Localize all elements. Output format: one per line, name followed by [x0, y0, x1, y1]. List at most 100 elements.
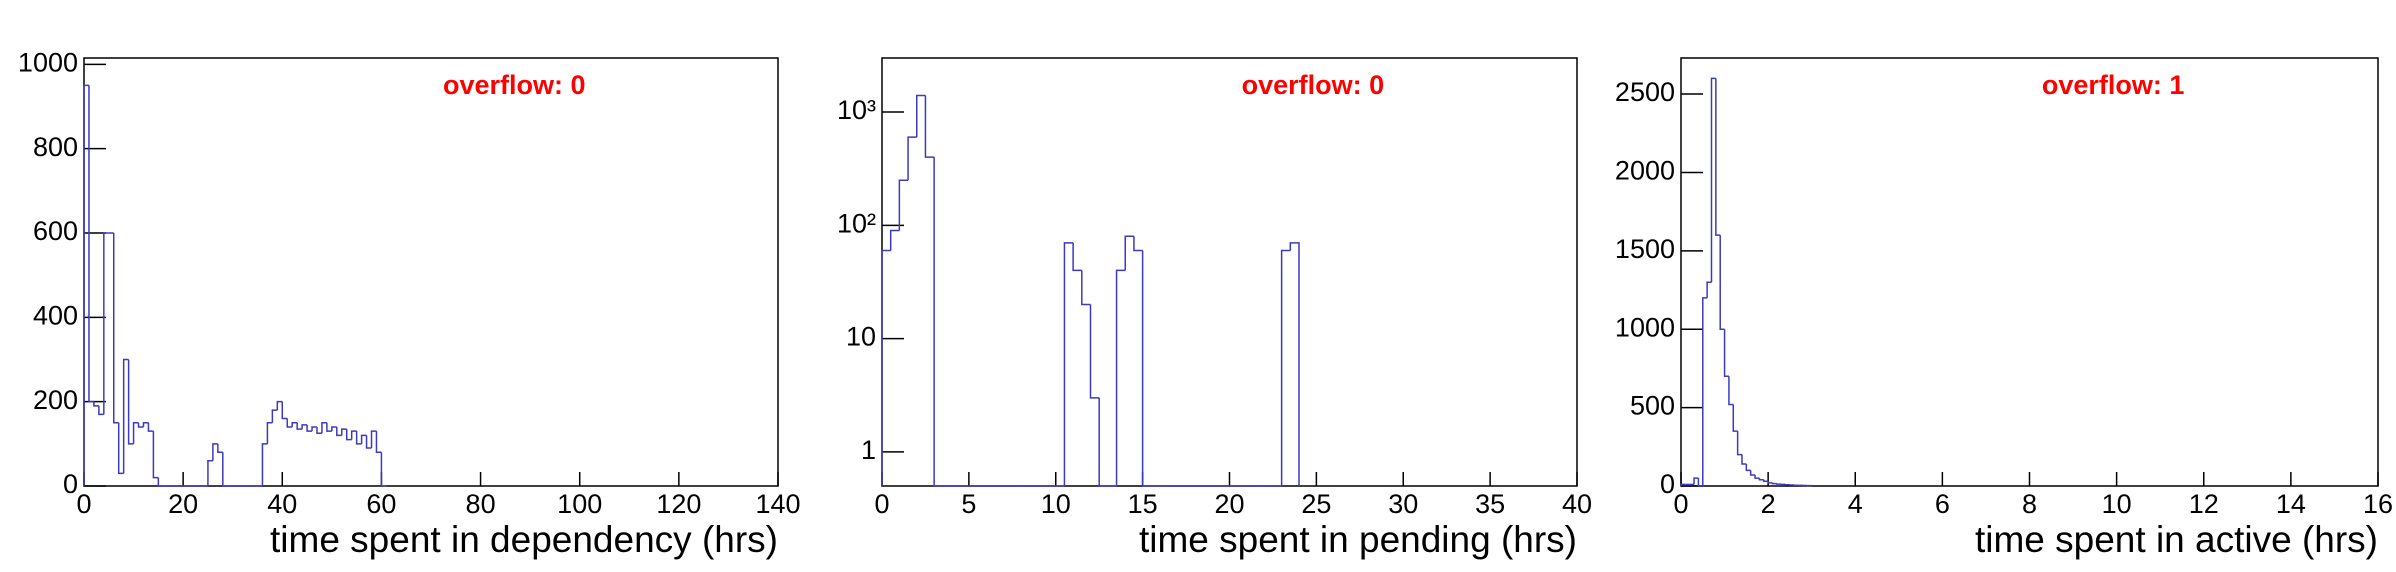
y-tick-label: 0 [1660, 469, 1675, 499]
histogram-bin [88, 85, 94, 403]
histogram-bin [137, 422, 144, 428]
histogram-bin [1736, 431, 1742, 456]
x-axis-title: time spent in active (hrs) [1975, 519, 2378, 560]
x-tick-label: 15 [1128, 489, 1158, 519]
x-tick-label: 0 [874, 489, 889, 519]
histogram-bin [889, 229, 900, 251]
y-tick-label: 2500 [1615, 77, 1675, 107]
histogram-bin [933, 157, 943, 487]
x-axis-title: time spent in pending (hrs) [1139, 519, 1577, 560]
histogram-bin [1728, 376, 1734, 406]
x-axis-title: time spent in dependency (hrs) [270, 519, 778, 560]
overflow-annotation: overflow: 0 [443, 70, 586, 100]
histogram-bin [1723, 329, 1729, 378]
x-tick-label: 2 [1761, 489, 1776, 519]
x-tick-label: 12 [2189, 489, 2219, 519]
histogram-bin [271, 409, 278, 423]
y-tick-label: 1500 [1615, 234, 1675, 264]
x-tick-label: 10 [2102, 489, 2132, 519]
histogram-bin [306, 424, 313, 432]
histogram-bin [365, 435, 372, 449]
histogram-bin [916, 94, 926, 138]
histogram-bin [1124, 235, 1134, 271]
x-tick-label: 40 [1562, 489, 1592, 519]
histogram-bin [1081, 270, 1091, 306]
histogram-bin [291, 421, 298, 427]
histogram-bin [1133, 236, 1143, 252]
histogram-bin [98, 405, 104, 416]
histogram-bin [266, 421, 273, 444]
histogram-bin [1098, 397, 1108, 487]
histogram-bin [1680, 483, 1686, 486]
x-tick-label: 120 [656, 489, 701, 519]
y-tick-label: 500 [1630, 391, 1675, 421]
x-tick-label: 25 [1301, 489, 1331, 519]
histogram-bin [336, 426, 342, 437]
x-tick-label: 140 [755, 489, 800, 519]
histogram-bin [132, 421, 139, 444]
histogram-bin [1767, 481, 1773, 484]
plot-frame [881, 57, 1578, 487]
y-tick-label: 600 [33, 216, 78, 246]
histogram-bin [1115, 269, 1126, 486]
histogram-bin [276, 400, 283, 411]
x-tick-label: 16 [2363, 489, 2393, 519]
histogram-bin [311, 426, 317, 432]
histogram-bin [1715, 78, 1721, 236]
plot-frame [1680, 57, 2379, 487]
histogram-bin [375, 431, 382, 454]
histogram-bin [1771, 482, 1777, 485]
histogram-bin [907, 136, 917, 181]
histogram-bin [1089, 304, 1100, 399]
histogram-bin [152, 431, 159, 479]
x-tick-label: 20 [1214, 489, 1244, 519]
y-tick-label: 2000 [1615, 156, 1675, 186]
x-tick-label: 4 [1848, 489, 1863, 519]
histogram-bin [1280, 249, 1291, 486]
y-tick-label: 200 [33, 385, 78, 415]
histogram-bin [212, 443, 218, 461]
histogram-bin [881, 249, 891, 486]
histogram-bin [296, 422, 303, 430]
histogram-bin [207, 459, 213, 486]
x-tick-label: 35 [1475, 489, 1505, 519]
x-tick-label: 14 [2276, 489, 2306, 519]
y-tick-label: 1000 [18, 47, 78, 77]
histogram-bin [1702, 297, 1708, 486]
x-tick-label: 0 [1673, 489, 1688, 519]
y-tick-label: 1 [861, 435, 876, 465]
histogram-bin [341, 428, 347, 436]
histogram-bin [380, 452, 387, 487]
y-tick-label: 400 [33, 300, 78, 330]
histogram-bin [1745, 464, 1751, 472]
histogram-bin [316, 426, 322, 435]
histogram-bin [326, 422, 332, 432]
histogram-bin [355, 431, 362, 445]
histogram-bin [1741, 454, 1747, 465]
y-tick-label: 10² [837, 208, 876, 238]
histogram-bin [1749, 470, 1756, 476]
x-tick-label: 40 [267, 489, 297, 519]
x-tick-label: 6 [1935, 489, 1950, 519]
x-tick-label: 10 [1041, 489, 1071, 519]
histogram-bin [261, 443, 268, 486]
overflow-annotation: overflow: 0 [1242, 70, 1385, 100]
histogram-bin [103, 232, 109, 415]
histogram-bin [1719, 235, 1725, 330]
y-tick-label: 800 [33, 132, 78, 162]
histogram-bin [127, 359, 134, 445]
histogram-bin [1763, 479, 1769, 483]
histogram-bin [370, 430, 377, 449]
histogram-bin [360, 434, 367, 444]
x-tick-label: 80 [466, 489, 496, 519]
x-tick-label: 0 [76, 489, 91, 519]
histogram-bin [1063, 242, 1074, 486]
histogram-bin [898, 179, 909, 231]
plot-frame [83, 57, 779, 487]
histogram-bin [1710, 77, 1716, 283]
histogram-bin [1706, 281, 1712, 298]
y-tick-label: 10³ [837, 95, 876, 125]
histogram-bin [301, 424, 308, 430]
histogram-bin [112, 232, 119, 424]
